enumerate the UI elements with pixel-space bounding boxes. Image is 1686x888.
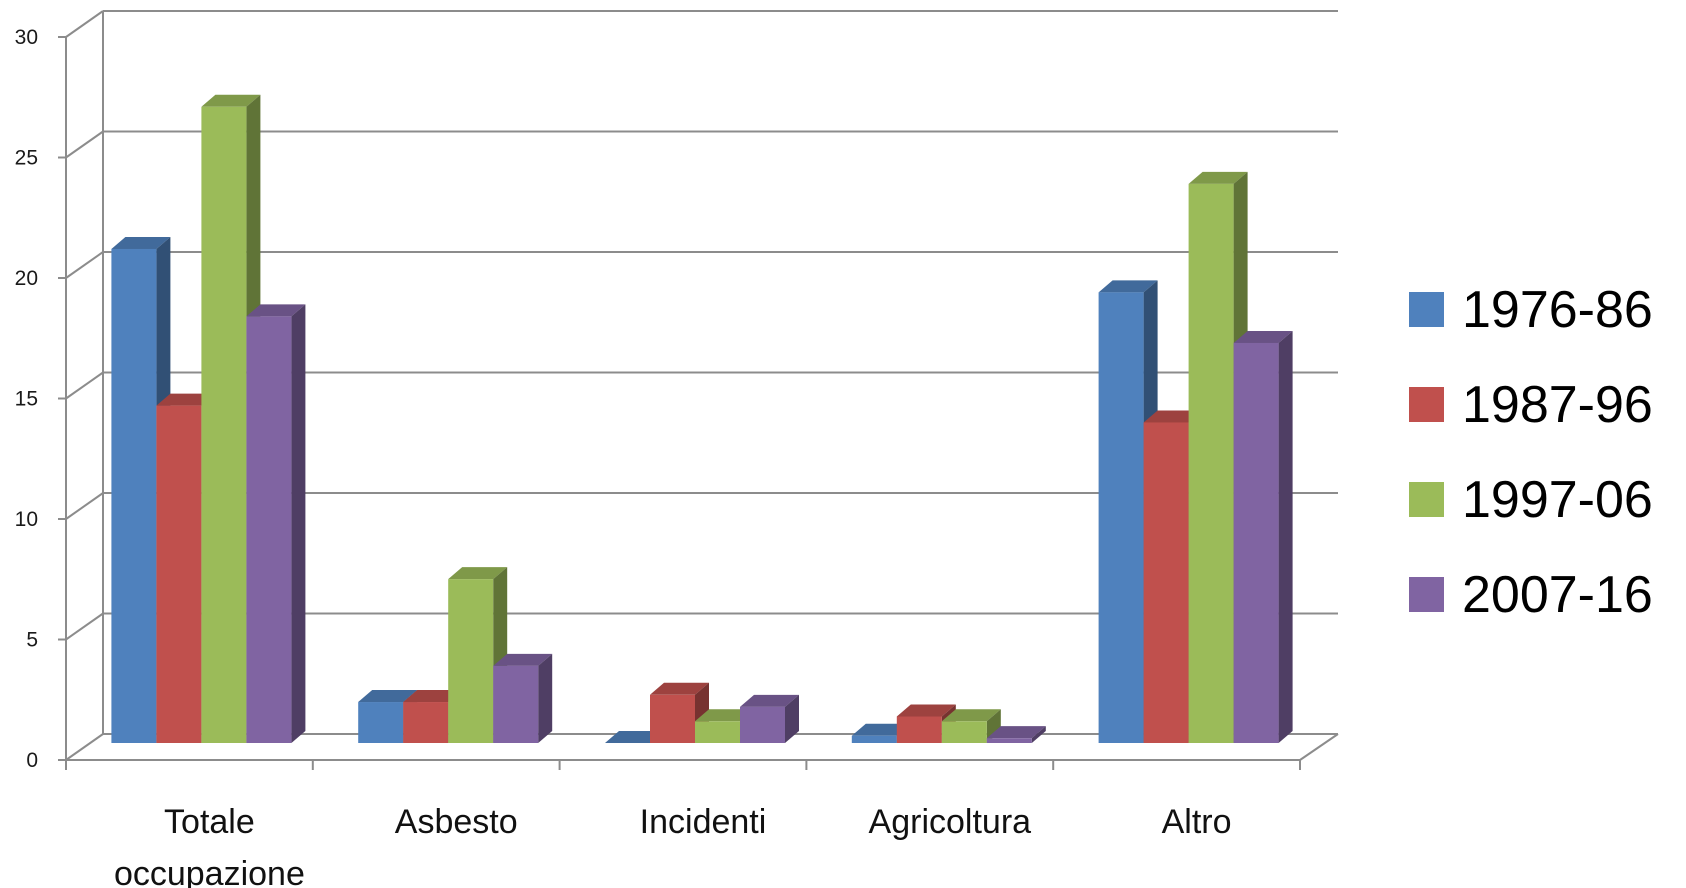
bar-top [695, 709, 754, 722]
bar-top [896, 704, 956, 717]
bar-front [246, 316, 292, 743]
bar-front [493, 665, 539, 743]
gridline-side [65, 130, 104, 159]
y-tick-label: 25 [15, 147, 38, 170]
gridline-side [65, 733, 104, 761]
bar-top [605, 731, 664, 743]
gridline-side [65, 492, 104, 520]
bar-top [201, 94, 261, 107]
y-tick-label: 10 [15, 508, 38, 531]
floor-edge [1299, 733, 1339, 761]
x-tick-label: Altro [1162, 803, 1232, 841]
x-tick-label: occupazione [114, 855, 305, 888]
x-tick-label: Agricoltura [869, 803, 1032, 841]
bar-top [1233, 330, 1293, 343]
bar-top [1143, 410, 1203, 423]
bar-front [896, 716, 942, 743]
bar-front [986, 738, 1032, 743]
bar-side [291, 304, 306, 743]
bar-top [986, 726, 1046, 739]
bar-top [358, 690, 418, 703]
y-tick-label: 0 [26, 749, 38, 772]
bar-top [246, 304, 306, 317]
bar-top [1188, 171, 1248, 184]
bar-front [851, 735, 897, 743]
axes: 0 5 10 15 20 25 30 [15, 11, 1339, 772]
legend-label: 1987-96 [1462, 376, 1653, 434]
legend-swatch [1409, 387, 1444, 422]
bar-top [1098, 280, 1158, 293]
bar-top [740, 694, 799, 707]
bar-front [111, 248, 157, 743]
bar-front [1188, 183, 1234, 743]
bar-front [403, 702, 449, 743]
bar-side [538, 653, 553, 743]
bar-front [448, 579, 494, 743]
bar [246, 304, 306, 743]
gridline-side [65, 612, 104, 641]
bar-top [493, 653, 553, 666]
bar-side [1031, 726, 1046, 743]
bar-top [941, 709, 1001, 722]
bar-top [650, 682, 709, 695]
bar-front [1143, 422, 1189, 743]
bar-front [650, 694, 695, 743]
bar-front [941, 721, 987, 743]
bar [986, 726, 1046, 743]
bar-top [851, 723, 911, 736]
y-tick-label: 15 [15, 388, 38, 411]
category-labels: Totale occupazione Asbesto Incidenti Agricol… [114, 803, 1232, 888]
bar-side [785, 694, 799, 743]
gridline-side [65, 371, 104, 400]
gridline-side [65, 10, 104, 38]
legend-swatch [1409, 292, 1444, 327]
bar [448, 567, 508, 743]
bar [941, 709, 1001, 743]
legend: 1976-86 1987-96 1997-06 2007-16 [1409, 281, 1653, 624]
bar-front [201, 106, 247, 743]
legend-swatch [1409, 482, 1444, 517]
bar-front [695, 721, 740, 743]
bar-top [403, 690, 463, 703]
gridline-side [65, 251, 104, 279]
bar [740, 694, 799, 743]
bar [493, 653, 553, 743]
bar-top [448, 567, 508, 580]
gridlines [65, 10, 1338, 761]
bar-side [986, 709, 1001, 743]
bar [605, 731, 664, 744]
x-tick-label: Incidenti [640, 803, 767, 841]
bar-front [1098, 292, 1144, 743]
bar-front [156, 405, 202, 743]
x-tick-label: Asbesto [395, 803, 518, 841]
legend-label: 2007-16 [1462, 566, 1653, 624]
bar [1233, 330, 1293, 743]
bar-front [1233, 342, 1279, 743]
y-tick-label: 5 [26, 629, 38, 652]
bar-top [156, 393, 216, 406]
bar-top [111, 236, 171, 249]
legend-label: 1976-86 [1462, 281, 1653, 339]
bar-front [358, 702, 404, 743]
bar-front [740, 706, 785, 743]
x-tick-label: Totale [164, 803, 255, 841]
legend-swatch [1409, 577, 1444, 612]
bar-side [1278, 330, 1293, 743]
bars [111, 94, 1293, 744]
y-tick-label: 20 [15, 267, 38, 290]
y-tick-label: 30 [15, 26, 38, 49]
legend-label: 1997-06 [1462, 471, 1653, 529]
